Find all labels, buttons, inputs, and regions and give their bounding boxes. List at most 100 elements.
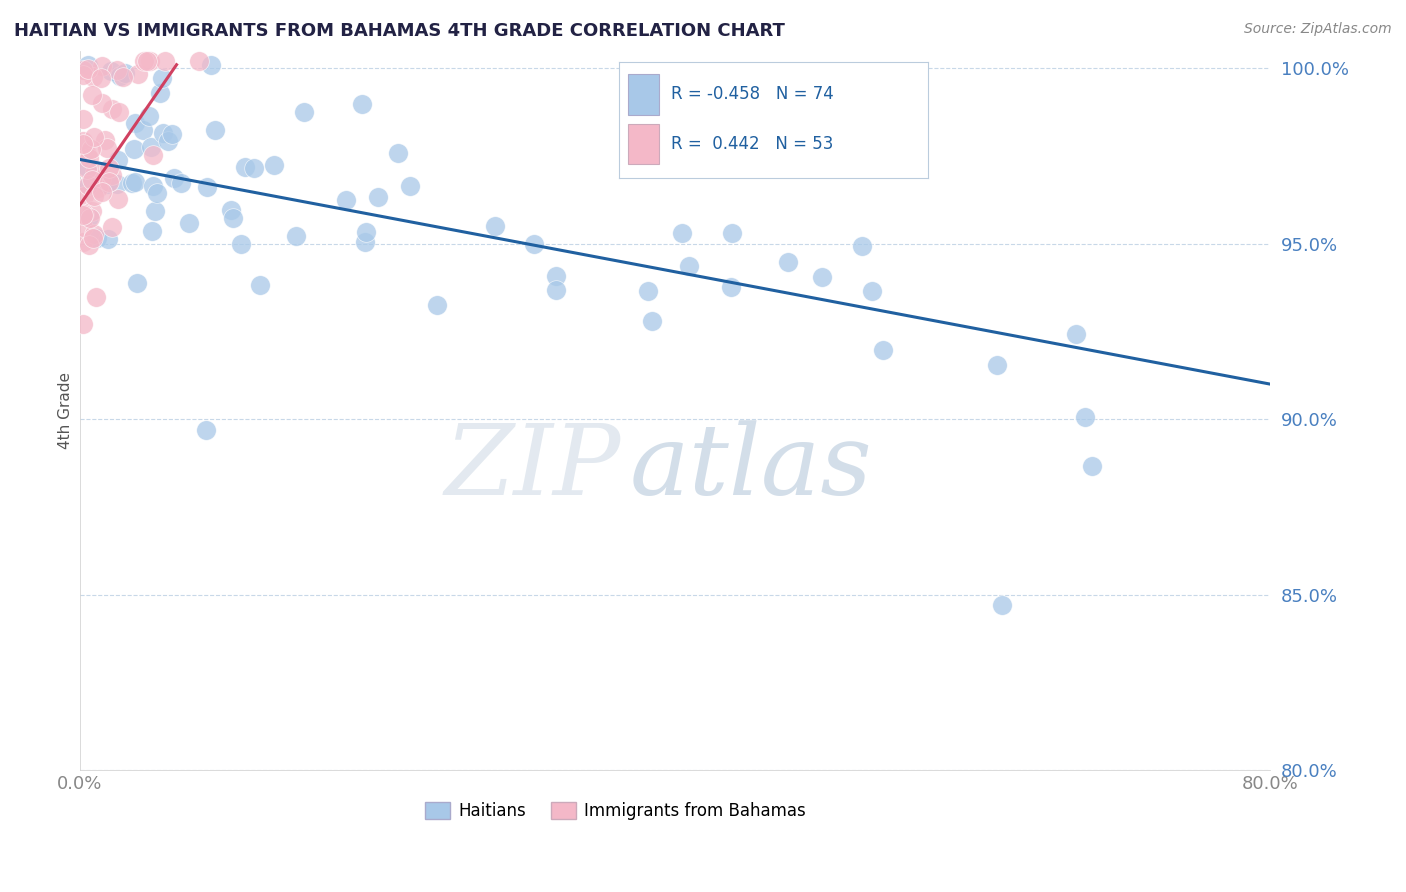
Point: [233, 160, 256, 174]
Point: [426, 298, 449, 312]
Point: [73, 189, 96, 203]
Point: [83, 165, 105, 179]
Point: [72, 318, 94, 332]
Point: [83, 227, 105, 241]
Text: Source: ZipAtlas.com: Source: ZipAtlas.com: [1244, 22, 1392, 37]
Point: [125, 276, 148, 290]
Point: [72, 68, 94, 82]
Point: [872, 343, 894, 357]
Point: [1073, 410, 1095, 425]
Point: [90, 59, 112, 73]
Point: [100, 63, 122, 78]
Point: [96, 177, 118, 191]
Point: [484, 219, 506, 234]
Point: [73, 207, 96, 221]
Point: [96, 140, 118, 154]
Point: [160, 127, 183, 141]
Point: [177, 216, 200, 230]
Point: [91, 186, 114, 200]
Point: [83, 189, 105, 203]
Point: [142, 148, 165, 162]
Point: [72, 134, 94, 148]
Point: [77, 178, 100, 192]
Point: [77, 178, 100, 193]
Point: [631, 148, 654, 162]
Point: [82, 87, 104, 102]
Point: [146, 186, 169, 200]
Point: [83, 130, 105, 145]
Point: [105, 178, 128, 192]
Point: [76, 62, 98, 77]
Point: [110, 69, 132, 83]
Point: [292, 104, 315, 119]
Point: [285, 229, 308, 244]
Point: [219, 202, 242, 217]
Point: [544, 269, 567, 284]
Point: [163, 171, 186, 186]
Point: [124, 175, 146, 189]
Point: [93, 133, 115, 147]
Point: [811, 269, 834, 284]
Point: [139, 54, 162, 69]
Point: [1081, 459, 1104, 474]
Point: [72, 235, 94, 249]
Point: [544, 283, 567, 297]
Point: [77, 151, 100, 165]
Point: [138, 109, 160, 123]
Point: [86, 231, 108, 245]
Point: [82, 231, 104, 245]
Point: [111, 70, 134, 84]
Point: [87, 180, 110, 194]
Point: [195, 180, 218, 194]
Point: [150, 71, 173, 86]
Point: [124, 116, 146, 130]
Bar: [628, 124, 659, 164]
Point: [79, 211, 101, 225]
Point: [243, 161, 266, 175]
Point: [354, 235, 377, 250]
Point: [263, 158, 285, 172]
Text: R =  0.442   N = 53: R = 0.442 N = 53: [671, 136, 834, 153]
Point: [80, 203, 103, 218]
Point: [671, 226, 693, 240]
Bar: [628, 74, 659, 114]
Point: [141, 224, 163, 238]
Point: [79, 211, 101, 226]
Point: [101, 168, 124, 182]
Point: [80, 142, 103, 156]
Point: [90, 95, 112, 110]
Point: [851, 239, 873, 253]
Point: [134, 54, 156, 69]
Point: [101, 219, 124, 234]
Point: [367, 190, 389, 204]
Text: atlas: atlas: [630, 420, 872, 516]
Point: [195, 423, 218, 437]
Text: R = -0.458   N = 74: R = -0.458 N = 74: [671, 86, 834, 103]
Point: [77, 58, 100, 72]
Point: [153, 54, 176, 69]
Point: [141, 139, 163, 153]
Point: [98, 175, 121, 189]
Point: [72, 137, 94, 152]
Point: [72, 112, 94, 126]
Point: [152, 126, 174, 140]
Point: [678, 259, 700, 273]
Point: [721, 226, 744, 240]
Point: [157, 135, 180, 149]
Point: [77, 237, 100, 252]
Point: [523, 236, 546, 251]
Point: [249, 277, 271, 292]
Point: [101, 102, 124, 116]
Point: [80, 173, 103, 187]
Point: [1064, 327, 1087, 342]
Point: [114, 66, 136, 80]
Point: [350, 97, 373, 112]
Point: [637, 285, 659, 299]
Point: [107, 192, 129, 206]
Point: [122, 142, 145, 156]
Point: [97, 232, 120, 246]
Point: [229, 237, 252, 252]
Point: [776, 255, 799, 269]
Point: [354, 225, 377, 239]
Point: [121, 176, 143, 190]
